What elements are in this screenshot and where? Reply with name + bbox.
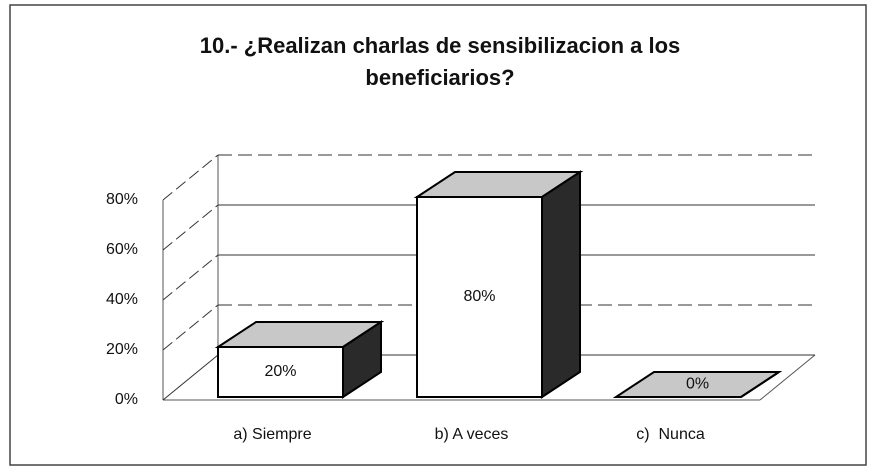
- grid-line: [162, 304, 219, 351]
- y-tick-label: 20%: [106, 341, 138, 358]
- x-tick-label: a) Siempre: [233, 426, 311, 443]
- y-tick-label: 0%: [115, 391, 138, 408]
- data-label: 20%: [264, 363, 296, 380]
- grid-line: [162, 204, 219, 251]
- bar: [217, 346, 344, 398]
- x-tick-label: c) Nunca: [636, 426, 705, 443]
- bar: [416, 196, 543, 398]
- data-label: 0%: [686, 376, 709, 393]
- bar-side: [541, 170, 581, 399]
- y-tick-label: 40%: [106, 291, 138, 308]
- x-tick-label: b) A veces: [435, 426, 509, 443]
- bar-side: [740, 371, 780, 398]
- grid-line: [162, 254, 219, 301]
- y-tick-label: 60%: [106, 241, 138, 258]
- y-tick-label: 80%: [106, 191, 138, 208]
- chart-border: [9, 4, 867, 466]
- floor-edge: [759, 354, 816, 401]
- chart-title: 10.- ¿Realizan charlas de sensibilizacio…: [199, 33, 681, 90]
- data-label: 80%: [463, 288, 495, 305]
- grid-line: [162, 154, 219, 201]
- grid-line: [162, 354, 219, 401]
